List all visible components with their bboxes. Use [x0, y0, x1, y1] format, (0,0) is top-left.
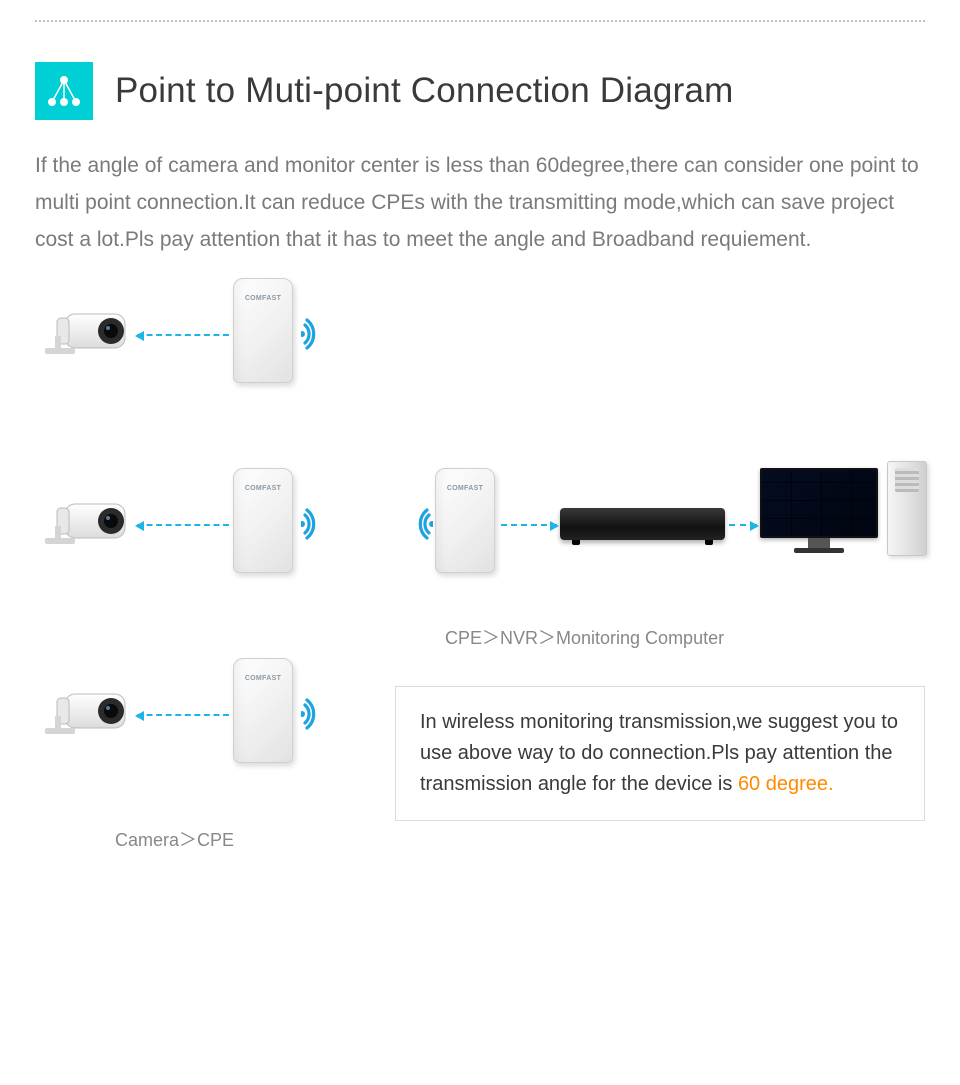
pc-tower-icon [887, 461, 927, 556]
camera-icon [37, 686, 137, 741]
cpe-device-icon: COMFAST [233, 468, 295, 576]
wifi-icon [403, 504, 433, 544]
cpe-receiver-icon: COMFAST [435, 468, 497, 576]
note-box: In wireless monitoring transmission,we s… [395, 686, 925, 821]
top-divider [35, 20, 925, 22]
camera-icon [37, 306, 137, 361]
network-icon-svg [45, 72, 83, 110]
page-title: Point to Muti-point Connection Diagram [115, 71, 733, 111]
camera-icon [37, 496, 137, 551]
left-chain-label: Camera＞CPE [115, 826, 234, 852]
connection-diagram: COMFAST COMFAST [35, 286, 925, 926]
link-line [137, 524, 229, 526]
wifi-icon [301, 314, 331, 354]
cpe-device-icon: COMFAST [233, 658, 295, 766]
cpe-brand: COMFAST [234, 295, 292, 302]
right-chain-label: CPE＞NVR＞Monitoring Computer [445, 624, 724, 650]
cpe-brand: COMFAST [234, 485, 292, 492]
network-icon [35, 62, 93, 120]
link-line [137, 334, 229, 336]
link-line [501, 524, 557, 526]
note-accent: 60 degree. [738, 773, 834, 795]
intro-paragraph: If the angle of camera and monitor cente… [35, 148, 925, 258]
wifi-icon [301, 504, 331, 544]
monitor-icon [760, 468, 878, 556]
wifi-icon [301, 694, 331, 734]
cpe-device-icon: COMFAST [233, 278, 295, 386]
link-line [137, 714, 229, 716]
link-line [729, 524, 757, 526]
cpe-brand: COMFAST [436, 485, 494, 492]
cpe-brand: COMFAST [234, 675, 292, 682]
header: Point to Muti-point Connection Diagram [35, 62, 925, 120]
nvr-icon [560, 508, 725, 540]
